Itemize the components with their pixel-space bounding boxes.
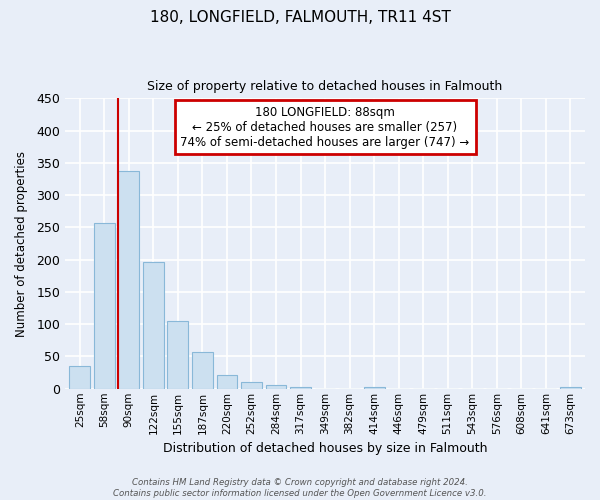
- Text: Contains HM Land Registry data © Crown copyright and database right 2024.
Contai: Contains HM Land Registry data © Crown c…: [113, 478, 487, 498]
- Bar: [364, 388, 385, 389]
- Bar: [217, 375, 238, 389]
- Bar: [192, 352, 213, 389]
- Bar: [143, 262, 164, 389]
- Bar: [290, 388, 311, 389]
- Text: 180 LONGFIELD: 88sqm
← 25% of detached houses are smaller (257)
74% of semi-deta: 180 LONGFIELD: 88sqm ← 25% of detached h…: [181, 106, 470, 148]
- Bar: [70, 366, 90, 389]
- Bar: [560, 388, 581, 389]
- Bar: [266, 385, 286, 389]
- Bar: [118, 172, 139, 389]
- Y-axis label: Number of detached properties: Number of detached properties: [15, 150, 28, 336]
- Text: 180, LONGFIELD, FALMOUTH, TR11 4ST: 180, LONGFIELD, FALMOUTH, TR11 4ST: [149, 10, 451, 25]
- Bar: [94, 223, 115, 389]
- X-axis label: Distribution of detached houses by size in Falmouth: Distribution of detached houses by size …: [163, 442, 487, 455]
- Title: Size of property relative to detached houses in Falmouth: Size of property relative to detached ho…: [148, 80, 503, 93]
- Bar: [167, 321, 188, 389]
- Bar: [241, 382, 262, 389]
